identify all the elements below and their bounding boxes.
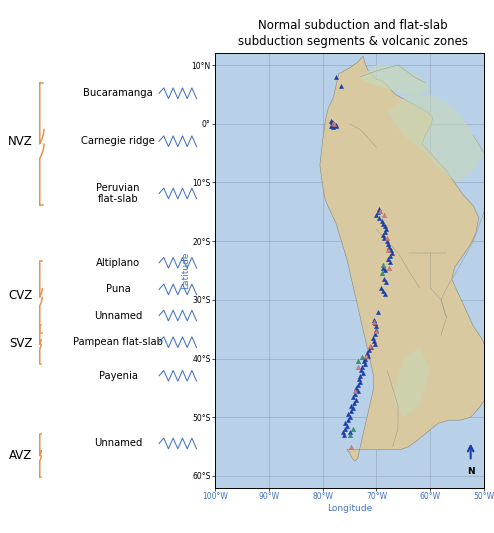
X-axis label: Longitude: Longitude bbox=[327, 504, 372, 513]
Polygon shape bbox=[387, 94, 484, 182]
Text: Peruvian
flat-slab: Peruvian flat-slab bbox=[96, 183, 140, 204]
Text: Normal subduction and flat-slab
subduction segments & volcanic zones: Normal subduction and flat-slab subducti… bbox=[238, 19, 468, 47]
Y-axis label: Latitude: Latitude bbox=[181, 252, 190, 289]
Text: Pampean flat-slab: Pampean flat-slab bbox=[73, 337, 163, 347]
Text: NVZ: NVZ bbox=[8, 135, 33, 148]
Text: Unnamed: Unnamed bbox=[94, 439, 142, 448]
Text: SVZ: SVZ bbox=[9, 337, 32, 350]
Text: AVZ: AVZ bbox=[9, 449, 32, 462]
Text: CVZ: CVZ bbox=[8, 289, 33, 302]
Text: Unnamed: Unnamed bbox=[94, 311, 142, 320]
Text: Carnegie ridge: Carnegie ridge bbox=[81, 136, 155, 146]
Polygon shape bbox=[393, 347, 430, 417]
Text: Altiplano: Altiplano bbox=[96, 258, 140, 268]
Text: Payenia: Payenia bbox=[99, 371, 138, 381]
Polygon shape bbox=[320, 56, 494, 461]
Text: Bucaramanga: Bucaramanga bbox=[83, 88, 153, 98]
Text: N: N bbox=[467, 467, 474, 476]
Polygon shape bbox=[360, 65, 430, 94]
Text: Puna: Puna bbox=[106, 285, 130, 294]
